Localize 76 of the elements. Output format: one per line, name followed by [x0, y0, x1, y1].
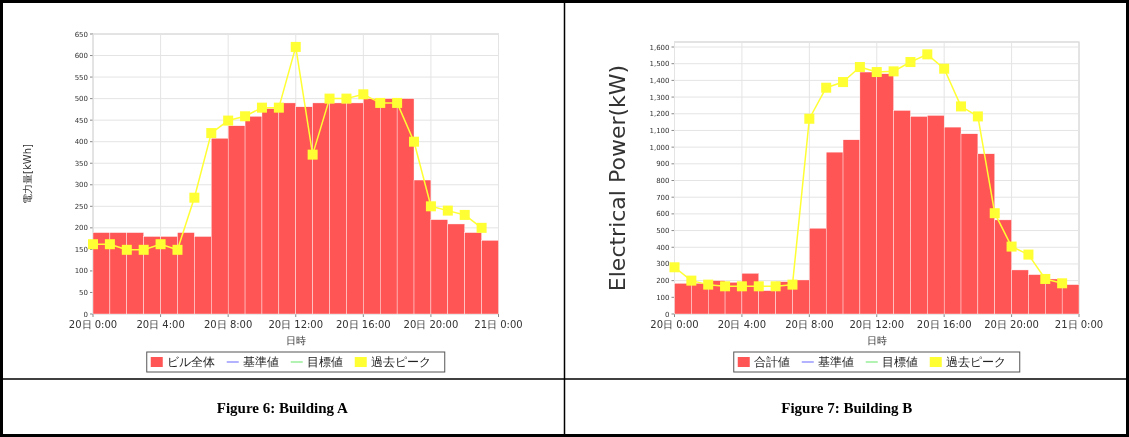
x-tick-label: 21日 0:00 — [474, 319, 523, 330]
text: ビル全体 — [166, 355, 215, 369]
point — [409, 136, 420, 147]
legend-label: 目標値 — [306, 355, 343, 369]
x-tick-label: 20日 20:00 — [403, 319, 459, 330]
x-tick-label: 21日 0:00 — [1054, 319, 1104, 330]
legend-label: 目標値 — [881, 355, 918, 369]
point — [1057, 278, 1068, 289]
point — [425, 201, 436, 212]
point — [720, 281, 731, 292]
x-tick-label: 20日 16:00 — [916, 319, 972, 330]
point — [939, 63, 950, 74]
point — [871, 67, 882, 78]
legend-label: 基準値 — [242, 355, 279, 369]
point — [703, 279, 714, 290]
legend-label: 過去ピーク — [370, 355, 431, 369]
point — [172, 244, 183, 255]
point — [121, 244, 132, 255]
point — [922, 49, 933, 60]
point — [138, 244, 149, 255]
y-axis-title: Electrical Power(kW) — [604, 64, 630, 292]
x-tick-label: 20日 4:00 — [717, 319, 767, 330]
legend-label: 過去ピーク — [945, 355, 1006, 369]
point — [223, 115, 234, 126]
point — [206, 128, 217, 139]
point — [669, 262, 680, 273]
point — [1023, 249, 1034, 260]
point — [838, 77, 849, 88]
point — [155, 239, 166, 250]
x-tick-label: 20日 0:00 — [68, 319, 118, 330]
legend-label: 基準値 — [817, 355, 854, 369]
point — [888, 66, 899, 77]
point — [686, 275, 697, 286]
x-tick-label: 20日 0:00 — [650, 319, 699, 330]
point — [854, 62, 865, 73]
text: Figure 7: Building B — [781, 400, 913, 416]
point — [256, 102, 267, 113]
point — [989, 208, 1000, 219]
legend-label: 合計値 — [753, 355, 790, 369]
point — [273, 102, 284, 113]
x-axis-title: 日時 — [285, 335, 306, 346]
point — [392, 97, 403, 108]
point — [88, 239, 98, 250]
y-axis-title: 電力量[kWh] — [22, 144, 33, 204]
x-tick-label: 20日 16:00 — [335, 319, 391, 330]
x-tick-label: 20日 12:00 — [849, 319, 905, 330]
point — [290, 41, 301, 52]
point — [459, 209, 470, 220]
point — [770, 281, 781, 292]
point — [753, 281, 764, 292]
point — [804, 113, 815, 124]
point — [307, 149, 318, 160]
point — [972, 111, 983, 122]
point — [476, 222, 487, 233]
point — [821, 82, 832, 93]
x-tick-label: 20日 8:00 — [203, 319, 253, 330]
point — [341, 93, 352, 104]
point — [736, 281, 747, 292]
point — [375, 97, 386, 108]
point — [189, 192, 200, 203]
point — [1006, 241, 1017, 252]
point — [240, 111, 251, 122]
x-tick-label: 20日 4:00 — [136, 319, 185, 330]
point — [787, 279, 798, 290]
point — [324, 93, 335, 104]
text: Figure 6: Building A — [216, 400, 348, 416]
point — [442, 205, 453, 216]
point — [956, 101, 967, 112]
x-tick-label: 20日 12:00 — [268, 319, 324, 330]
x-tick-label: 20日 20:00 — [984, 319, 1039, 330]
point — [1040, 273, 1051, 284]
point — [104, 239, 115, 250]
x-tick-label: 20日 8:00 — [785, 319, 834, 330]
point — [905, 57, 916, 68]
point — [358, 89, 369, 100]
x-axis-title: 日時 — [866, 335, 887, 346]
